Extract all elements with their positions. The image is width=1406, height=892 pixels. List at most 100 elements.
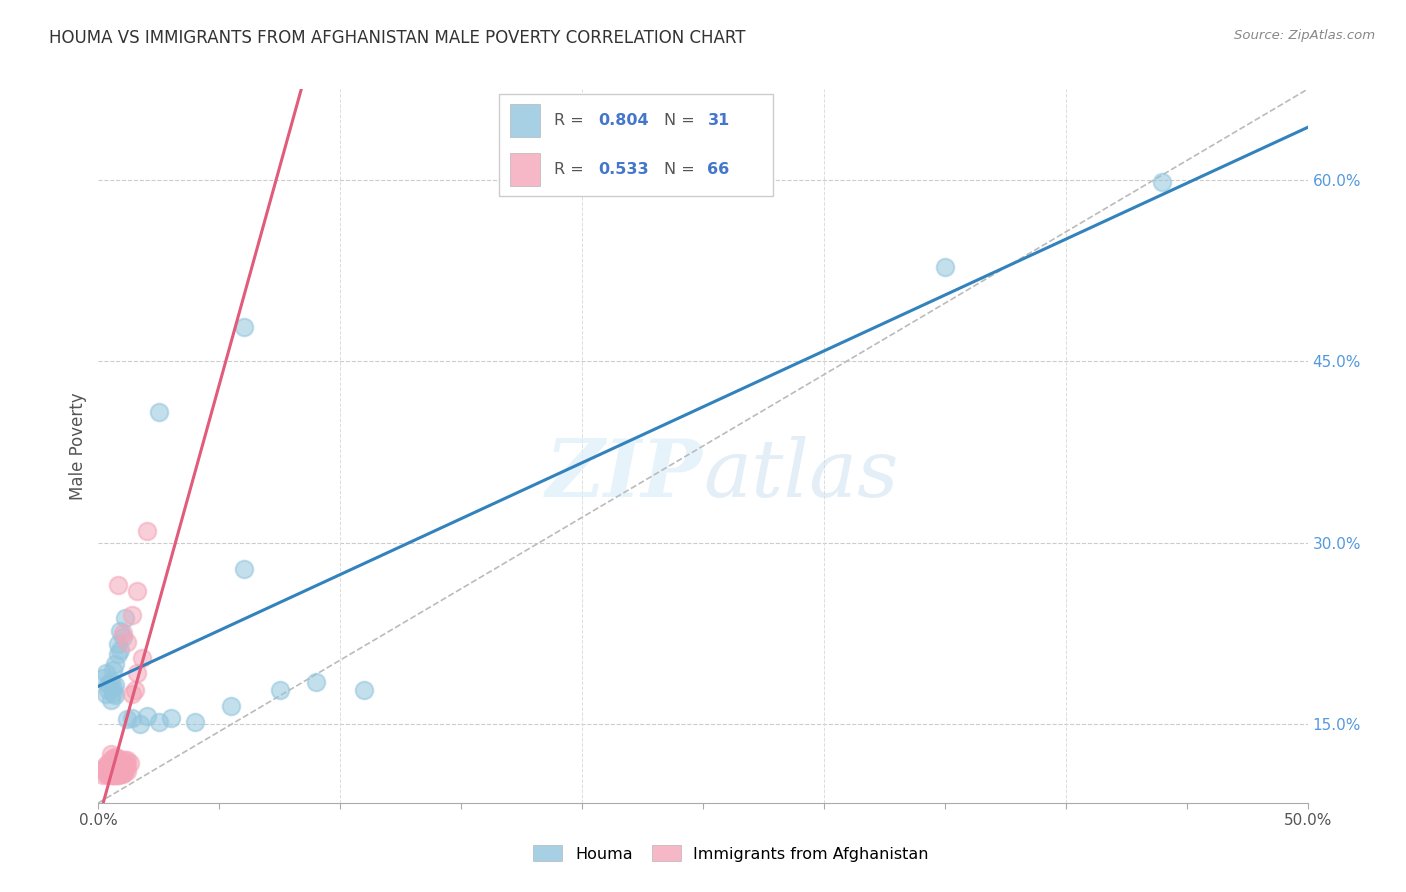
Point — [107, 758, 129, 772]
Point — [94, 666, 117, 681]
Point — [111, 759, 134, 773]
Point — [104, 766, 127, 780]
Bar — [510, 153, 540, 186]
Point — [121, 711, 143, 725]
Point — [104, 755, 127, 769]
Point — [108, 754, 131, 768]
Point — [101, 751, 124, 765]
Point — [148, 714, 170, 729]
Y-axis label: Male Poverty: Male Poverty — [69, 392, 87, 500]
Point — [101, 757, 124, 772]
Point — [111, 765, 134, 780]
Point — [104, 761, 127, 775]
Point — [107, 762, 129, 776]
Point — [101, 768, 124, 782]
Point — [94, 687, 117, 701]
Point — [108, 758, 131, 772]
Point — [107, 765, 129, 780]
Point — [91, 671, 114, 685]
Point — [269, 683, 291, 698]
Text: 0.533: 0.533 — [598, 162, 648, 178]
Point — [114, 754, 136, 768]
Point — [100, 764, 122, 779]
Point — [111, 759, 134, 773]
Point — [101, 663, 124, 677]
Point — [124, 683, 146, 698]
Point — [118, 756, 141, 770]
Point — [104, 759, 127, 773]
Point — [91, 768, 114, 782]
Point — [111, 765, 134, 780]
Point — [104, 768, 127, 782]
Point — [107, 637, 129, 651]
Point — [117, 635, 139, 649]
Point — [91, 762, 114, 776]
Point — [232, 562, 254, 576]
Point — [107, 647, 129, 661]
Point — [117, 758, 139, 772]
Point — [100, 768, 122, 782]
Point — [108, 765, 131, 780]
Point — [114, 763, 136, 777]
Point — [108, 764, 131, 779]
Point — [101, 763, 124, 777]
Point — [108, 766, 131, 780]
Bar — [510, 104, 540, 136]
Point — [97, 768, 120, 782]
Text: R =: R = — [554, 112, 589, 128]
Text: 31: 31 — [707, 112, 730, 128]
Point — [934, 260, 956, 274]
Point — [100, 747, 122, 762]
Point — [94, 761, 117, 775]
Point — [94, 765, 117, 780]
Point — [104, 749, 127, 764]
Point — [121, 687, 143, 701]
Point — [148, 405, 170, 419]
Point — [97, 756, 120, 770]
Text: HOUMA VS IMMIGRANTS FROM AFGHANISTAN MALE POVERTY CORRELATION CHART: HOUMA VS IMMIGRANTS FROM AFGHANISTAN MAL… — [49, 29, 745, 46]
Text: R =: R = — [554, 162, 589, 178]
Point — [101, 762, 124, 776]
Text: 0.804: 0.804 — [598, 112, 648, 128]
Text: Source: ZipAtlas.com: Source: ZipAtlas.com — [1234, 29, 1375, 42]
Point — [100, 693, 122, 707]
Point — [305, 674, 328, 689]
Point — [100, 754, 122, 768]
Text: ZIP: ZIP — [546, 436, 703, 513]
Point — [117, 712, 139, 726]
Point — [131, 650, 153, 665]
Point — [117, 764, 139, 779]
Point — [111, 626, 134, 640]
Point — [135, 708, 157, 723]
Point — [114, 611, 136, 625]
Point — [108, 624, 131, 638]
Point — [97, 683, 120, 698]
Point — [108, 643, 131, 657]
Point — [221, 699, 243, 714]
Point — [107, 578, 129, 592]
Point — [101, 681, 124, 695]
Text: N =: N = — [664, 162, 700, 178]
Point — [107, 768, 129, 782]
Point — [127, 666, 149, 681]
Point — [97, 677, 120, 691]
Point — [104, 657, 127, 671]
Point — [94, 758, 117, 772]
Point — [107, 768, 129, 782]
Point — [107, 751, 129, 765]
Point — [101, 768, 124, 782]
Point — [100, 756, 122, 770]
Point — [108, 756, 131, 770]
Point — [114, 756, 136, 770]
Point — [104, 678, 127, 692]
Point — [104, 688, 127, 702]
Point — [128, 717, 150, 731]
Point — [111, 761, 134, 775]
Point — [117, 754, 139, 768]
Point — [353, 683, 375, 698]
Point — [111, 630, 134, 644]
Point — [97, 763, 120, 777]
Point — [184, 714, 207, 729]
Point — [114, 762, 136, 776]
Text: N =: N = — [664, 112, 700, 128]
